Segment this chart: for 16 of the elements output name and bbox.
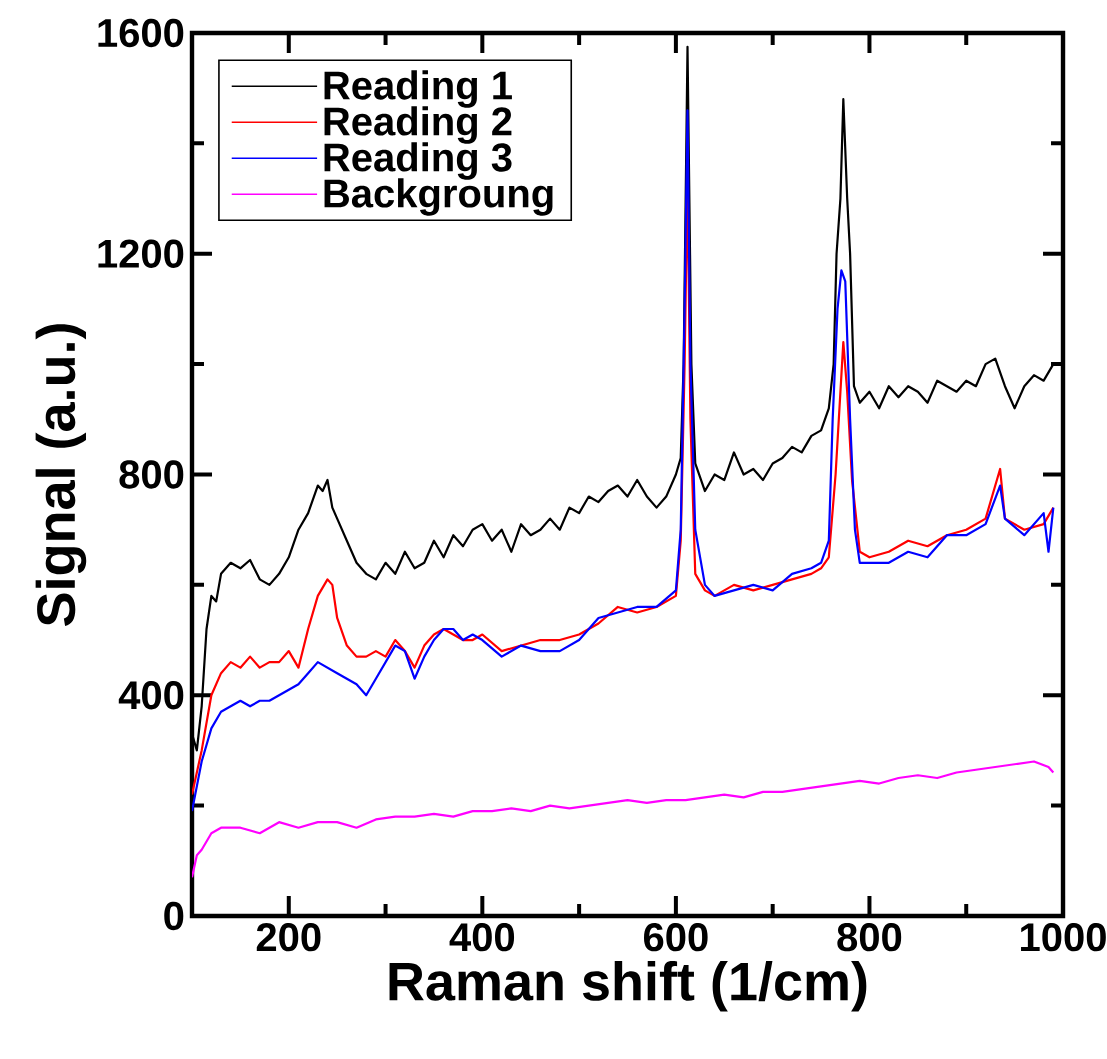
x-tick-label: 800	[837, 923, 902, 952]
legend-label: Reading 3	[324, 142, 512, 180]
y-tick-label: 400	[118, 681, 184, 710]
y-tick-label: 1600	[98, 18, 184, 48]
x-axis-title: Raman shift (1/cm)	[389, 961, 867, 1012]
x-tick-label: 600	[644, 923, 708, 952]
y-tick-label: 0	[164, 901, 184, 931]
y-axis-title: Signal (a.u.)	[35, 324, 87, 626]
x-tick-label: 200	[256, 923, 321, 952]
x-tick-label: 1000	[1021, 923, 1106, 952]
legend-label: Reading 1	[324, 70, 512, 108]
y-tick-label: 800	[119, 460, 184, 489]
y-tick-label: 1200	[98, 239, 184, 268]
x-tick-label: 400	[449, 923, 515, 952]
legend-label: Backgroung	[324, 178, 553, 216]
legend-label: Reading 2	[324, 106, 512, 144]
